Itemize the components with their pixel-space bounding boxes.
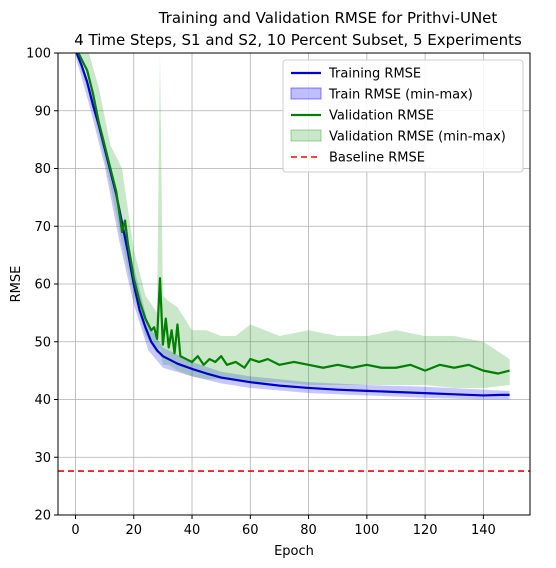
legend-label: Train RMSE (min-max) [328, 88, 473, 103]
legend-patch-handle [290, 129, 322, 142]
y-tick-label: 20 [34, 509, 51, 524]
legend: Training RMSE Train RMSE (min-max) Validat… [282, 59, 524, 173]
validation-minmax-band [75, 53, 510, 388]
legend-label: Baseline RMSE [329, 151, 425, 166]
validation-rmse-line [77, 53, 510, 375]
x-tick-label: 60 [242, 523, 259, 538]
legend-label: Validation RMSE (min-max) [329, 130, 506, 145]
y-tick-label: 90 [34, 104, 51, 119]
legend-patch-handle [290, 87, 322, 100]
y-tick-label: 50 [34, 335, 51, 350]
chart-title: Training and Validation RMSE for Prithvi… [158, 9, 498, 27]
x-tick-label: 80 [300, 523, 317, 538]
x-tick-label: 120 [413, 523, 438, 538]
x-tick-label: 140 [471, 523, 496, 538]
y-tick-label: 40 [34, 393, 51, 408]
y-axis-label: RMSE [9, 266, 24, 303]
y-tick-label: 60 [34, 278, 51, 293]
legend-label: Training RMSE [328, 67, 421, 82]
y-axis-ticks: 20 30 40 50 60 70 80 90 100 [26, 47, 58, 524]
x-axis-label: Epoch [274, 544, 314, 559]
x-tick-label: 100 [354, 523, 379, 538]
x-axis-ticks: 0 20 40 60 80 100 120 140 [71, 515, 496, 538]
y-tick-label: 100 [26, 47, 51, 62]
min-max-bands [75, 53, 510, 400]
series-lines [75, 53, 510, 397]
legend-label: Validation RMSE [329, 109, 434, 124]
y-tick-label: 30 [34, 451, 51, 466]
x-tick-label: 0 [71, 523, 79, 538]
legend-box [282, 59, 524, 173]
y-tick-label: 70 [34, 220, 51, 235]
y-tick-label: 80 [34, 162, 51, 177]
x-tick-label: 40 [184, 523, 201, 538]
x-tick-label: 20 [125, 523, 142, 538]
chart-subtitle: 4 Time Steps, S1 and S2, 10 Percent Subs… [74, 31, 522, 49]
